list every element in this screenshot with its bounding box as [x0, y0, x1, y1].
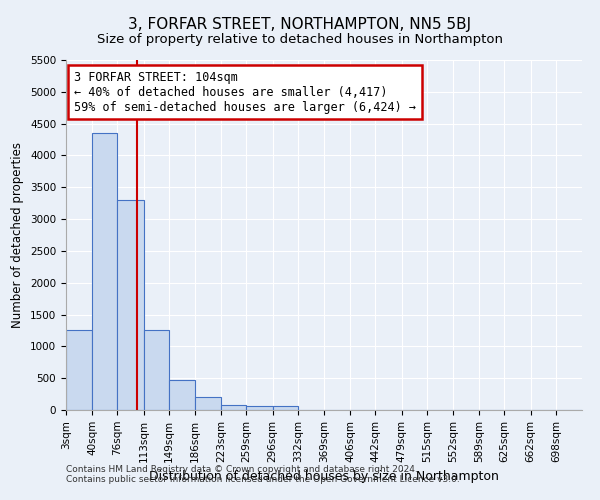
Bar [92, 133, 118, 410]
Text: 3 FORFAR STREET: 104sqm
← 40% of detached houses are smaller (4,417)
59% of semi: 3 FORFAR STREET: 104sqm ← 40% of detache… [74, 70, 416, 114]
Bar [143, 330, 169, 410]
X-axis label: Distribution of detached houses by size in Northampton: Distribution of detached houses by size … [149, 470, 499, 483]
Bar [221, 405, 247, 410]
Bar [118, 200, 143, 410]
Text: Contains HM Land Registry data © Crown copyright and database right 2024.: Contains HM Land Registry data © Crown c… [66, 466, 418, 474]
Bar [247, 406, 272, 410]
Bar [66, 330, 92, 410]
Bar [169, 380, 195, 410]
Bar [272, 406, 298, 410]
Text: 3, FORFAR STREET, NORTHAMPTON, NN5 5BJ: 3, FORFAR STREET, NORTHAMPTON, NN5 5BJ [128, 18, 472, 32]
Text: Contains public sector information licensed under the Open Government Licence v3: Contains public sector information licen… [66, 476, 460, 484]
Bar [195, 398, 221, 410]
Y-axis label: Number of detached properties: Number of detached properties [11, 142, 25, 328]
Text: Size of property relative to detached houses in Northampton: Size of property relative to detached ho… [97, 32, 503, 46]
